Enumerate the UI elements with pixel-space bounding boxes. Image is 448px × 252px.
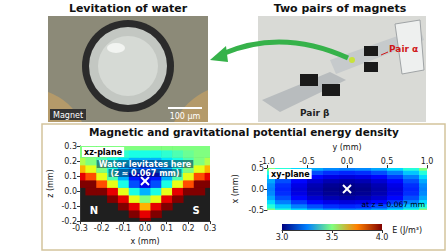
svg-text:3.0: 3.0 bbox=[276, 233, 289, 242]
svg-text:0.5: 0.5 bbox=[381, 157, 394, 166]
svg-text:0.2: 0.2 bbox=[182, 224, 195, 233]
svg-text:x (mm): x (mm) bbox=[231, 174, 240, 203]
svg-text:0.5: 0.5 bbox=[251, 163, 264, 173]
svg-text:0.3: 0.3 bbox=[64, 142, 77, 151]
svg-text:0.0: 0.0 bbox=[64, 187, 77, 196]
svg-text:100 μm: 100 μm bbox=[170, 112, 201, 121]
svg-text:Levitation of water: Levitation of water bbox=[69, 2, 188, 15]
svg-text:Magnet: Magnet bbox=[53, 111, 83, 120]
svg-text:-0.2: -0.2 bbox=[61, 216, 77, 226]
svg-text:(z ≈ 0.067 mm): (z ≈ 0.067 mm) bbox=[110, 169, 179, 178]
svg-text:S: S bbox=[192, 205, 199, 216]
svg-text:0.0: 0.0 bbox=[341, 157, 354, 166]
svg-text:at z = 0.067 mm: at z = 0.067 mm bbox=[362, 200, 425, 209]
svg-text:1.0: 1.0 bbox=[421, 157, 434, 166]
svg-text:Pair α: Pair α bbox=[389, 44, 418, 54]
svg-text:0.2: 0.2 bbox=[64, 157, 77, 166]
svg-text:-0.2: -0.2 bbox=[94, 224, 110, 233]
svg-text:0.1: 0.1 bbox=[160, 224, 173, 233]
svg-text:E (J/m³): E (J/m³) bbox=[392, 226, 422, 235]
svg-text:N: N bbox=[90, 205, 98, 216]
svg-text:xz-plane: xz-plane bbox=[84, 148, 123, 157]
svg-text:4.0: 4.0 bbox=[376, 233, 389, 242]
svg-text:0.3: 0.3 bbox=[204, 224, 217, 233]
svg-text:-0.5: -0.5 bbox=[248, 206, 264, 215]
svg-text:Two pairs of magnets: Two pairs of magnets bbox=[274, 2, 407, 15]
svg-text:xy-plane: xy-plane bbox=[271, 170, 310, 179]
svg-text:-0.3: -0.3 bbox=[72, 224, 88, 233]
svg-text:z (mm): z (mm) bbox=[46, 169, 55, 198]
svg-text:-0.5: -0.5 bbox=[299, 157, 315, 166]
svg-text:x (mm): x (mm) bbox=[130, 237, 159, 246]
svg-text:y (mm): y (mm) bbox=[332, 143, 361, 152]
svg-text:0.1: 0.1 bbox=[64, 172, 77, 181]
svg-text:-0.1: -0.1 bbox=[61, 202, 77, 211]
svg-text:-0.1: -0.1 bbox=[116, 224, 132, 233]
svg-text:Water levitates here: Water levitates here bbox=[99, 160, 192, 169]
svg-text:0.0: 0.0 bbox=[139, 224, 152, 233]
svg-text:Pair β: Pair β bbox=[300, 108, 330, 118]
svg-text:-1.0: -1.0 bbox=[259, 157, 275, 166]
svg-text:3.5: 3.5 bbox=[326, 233, 339, 242]
svg-text:Magnetic and gravitational pot: Magnetic and gravitational potential ene… bbox=[89, 126, 399, 138]
svg-text:0.0: 0.0 bbox=[251, 185, 264, 194]
